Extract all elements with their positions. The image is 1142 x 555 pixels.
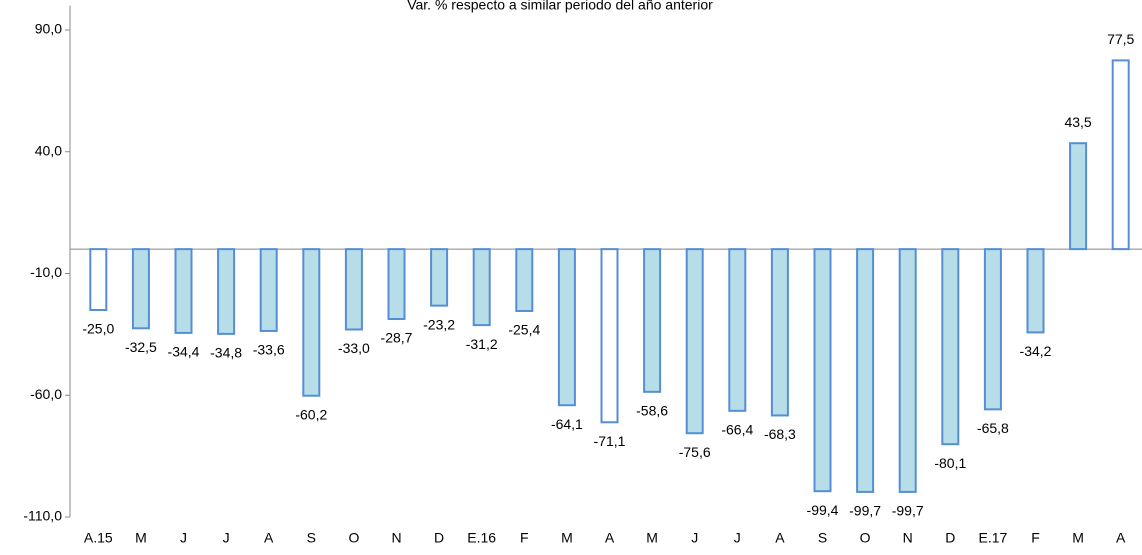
y-tick-label: -10,0: [30, 264, 62, 280]
value-label: -33,0: [338, 340, 370, 356]
x-tick-label: M: [135, 530, 147, 546]
bar: [89, 248, 108, 312]
value-label: -25,4: [508, 322, 540, 338]
x-tick-label: N: [391, 530, 401, 546]
x-tick-label: J: [734, 530, 741, 546]
bar: [898, 248, 917, 493]
bar: [131, 248, 150, 330]
bar: [856, 248, 875, 493]
bar: [259, 248, 278, 332]
value-label: -99,7: [849, 503, 881, 519]
bar: [387, 248, 406, 321]
value-label: -71,1: [594, 433, 626, 449]
x-tick-label: D: [434, 530, 444, 546]
x-tick-label: O: [348, 530, 359, 546]
y-tick-label: 40,0: [35, 142, 62, 158]
x-tick-label: A: [775, 530, 785, 546]
bar: [770, 248, 789, 417]
x-tick-label: A.15: [84, 530, 113, 546]
value-label: -23,2: [423, 316, 455, 332]
bar: [217, 248, 236, 335]
value-label: -99,4: [807, 502, 839, 518]
bar: [430, 248, 449, 307]
x-tick-label: F: [1031, 530, 1040, 546]
x-tick-label: M: [646, 530, 658, 546]
value-label: 43,5: [1064, 114, 1091, 130]
bar: [1069, 142, 1088, 251]
bar: [941, 248, 960, 446]
x-tick-label: E.16: [467, 530, 496, 546]
bar: [557, 248, 576, 407]
bar: [643, 248, 662, 393]
x-tick-label: J: [180, 530, 187, 546]
x-tick-label: E.17: [978, 530, 1007, 546]
x-tick-label: O: [860, 530, 871, 546]
y-tick-label: -60,0: [30, 386, 62, 402]
bar: [515, 248, 534, 312]
value-label: -66,4: [721, 422, 753, 438]
x-tick-label: A: [605, 530, 615, 546]
bar: [472, 248, 491, 327]
bar: [344, 248, 363, 331]
x-tick-label: J: [691, 530, 698, 546]
value-label: -65,8: [977, 420, 1009, 436]
x-tick-label: N: [903, 530, 913, 546]
value-label: -34,2: [1020, 343, 1052, 359]
value-label: -58,6: [636, 403, 668, 419]
bar: [174, 248, 193, 334]
chart-title: Var. % respecto a similar periodo del añ…: [407, 0, 713, 13]
x-tick-label: S: [818, 530, 827, 546]
bar: [1026, 248, 1045, 334]
x-tick-label: S: [307, 530, 316, 546]
value-label: -31,2: [466, 336, 498, 352]
bar: [302, 248, 321, 397]
bar: [1111, 59, 1130, 251]
x-tick-label: F: [520, 530, 529, 546]
value-label: -25,0: [82, 321, 114, 337]
bar: [983, 248, 1002, 411]
value-label: -60,2: [295, 406, 327, 422]
value-label: -99,7: [892, 503, 924, 519]
x-tick-label: D: [945, 530, 955, 546]
bar: [813, 248, 832, 493]
bar: [728, 248, 747, 412]
value-label: -32,5: [125, 339, 157, 355]
x-tick-label: A: [264, 530, 274, 546]
bar: [600, 248, 619, 424]
value-label: -34,8: [210, 345, 242, 361]
x-tick-label: M: [1072, 530, 1084, 546]
value-label: -68,3: [764, 426, 796, 442]
x-tick-label: M: [561, 530, 573, 546]
value-label: -64,1: [551, 416, 583, 432]
y-tick-label: 90,0: [35, 21, 62, 37]
value-label: -34,4: [168, 344, 200, 360]
x-tick-label: J: [223, 530, 230, 546]
value-label: -33,6: [253, 342, 285, 358]
value-label: -80,1: [934, 455, 966, 471]
value-label: 77,5: [1107, 31, 1134, 47]
x-tick-label: A: [1116, 530, 1126, 546]
value-label: -28,7: [381, 330, 413, 346]
value-label: -75,6: [679, 444, 711, 460]
y-tick-label: -110,0: [23, 508, 62, 524]
bar: [685, 248, 704, 435]
